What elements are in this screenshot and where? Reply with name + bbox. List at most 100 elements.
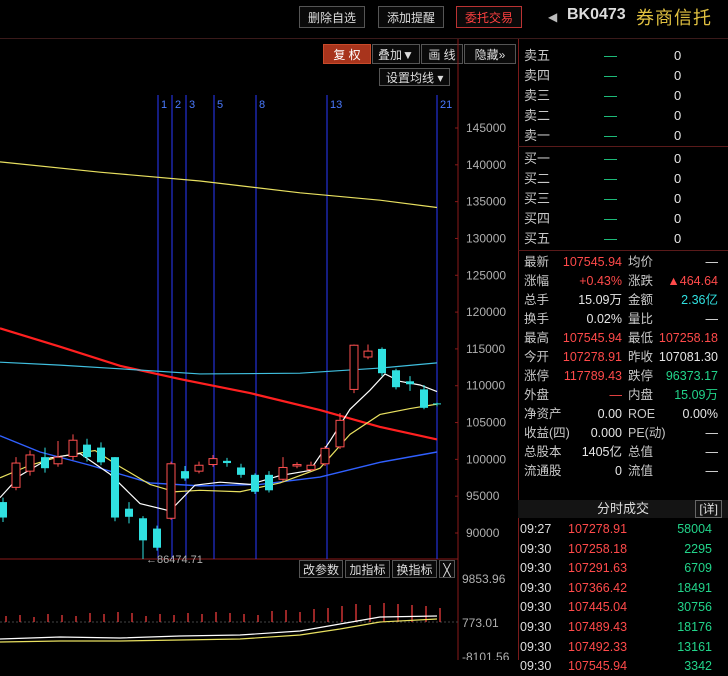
stat-value-roe: 0.00%: [682, 407, 718, 421]
close-indicator-icon[interactable]: ╳: [439, 560, 455, 578]
candle-body-up: [278, 466, 288, 480]
add-alert-button[interactable]: 添加提醒: [378, 6, 445, 28]
stat-value-high: 107545.94: [562, 331, 622, 345]
trades-title: 分时成交: [596, 501, 649, 516]
trades-detail-button[interactable]: [详]: [695, 500, 722, 518]
bid-label: 买四: [524, 211, 551, 226]
candle-body-up: [349, 344, 359, 390]
bid-label: 买五: [524, 231, 551, 246]
trade-row: 09:30 107258.18 2295: [518, 539, 728, 559]
trade-price: 107545.94: [568, 659, 628, 674]
bid-price: —: [604, 151, 617, 166]
trade-row: 09:30 107489.43 18176: [518, 617, 728, 637]
add-indicator-button[interactable]: 加指标: [345, 560, 390, 578]
y-tick-label: 120000: [466, 305, 506, 319]
trade-price: 107278.91: [568, 522, 628, 536]
stat-value-ratio: —: [705, 312, 719, 326]
candle-body-up: [292, 464, 302, 467]
time-marker-label: 1: [161, 99, 167, 111]
security-name: 券商信托: [636, 8, 712, 28]
bid-volume: 0: [674, 151, 682, 166]
bid-volume: 0: [674, 211, 682, 226]
time-marker-label: 8: [259, 99, 265, 111]
trade-price: 107258.18: [568, 541, 628, 556]
trade-volume: 18491: [677, 580, 712, 595]
ma-settings-dropdown[interactable]: 设置均线 ▾: [379, 68, 450, 86]
stat-value-turn: 0.02%: [586, 312, 622, 326]
hide-button[interactable]: 隐藏»: [464, 44, 516, 64]
bid-volume: 0: [674, 191, 682, 206]
candle-body-up: [208, 458, 218, 466]
candle-body-up: [320, 447, 330, 465]
bid-volume: 0: [674, 171, 682, 186]
time-marker-label: 5: [217, 99, 223, 111]
trade-price: 107492.33: [568, 639, 628, 654]
draw-line-button[interactable]: 画 线: [421, 44, 463, 64]
trade-button[interactable]: 委托交易: [456, 6, 523, 28]
ask-volume: 0: [674, 88, 682, 103]
change-params-button[interactable]: 改参数: [299, 560, 343, 578]
overlay-button[interactable]: 叠加▼: [372, 44, 420, 64]
candle-body-down: [237, 467, 245, 475]
fuquan-button[interactable]: 复 权: [323, 44, 371, 64]
candle-body-down: [153, 528, 161, 548]
stat-value-nav: 0.00: [597, 407, 622, 421]
trade-price: 107366.42: [568, 580, 628, 595]
remove-watchlist-button[interactable]: 删除自选: [299, 6, 366, 28]
stat-value-fv: —: [705, 464, 719, 478]
ask-volume: 0: [674, 68, 682, 83]
candle-body-down: [378, 348, 386, 374]
candle-body-down: [406, 381, 414, 385]
stat-value-outer: —: [609, 388, 623, 402]
candle-body-up: [306, 464, 316, 471]
stat-value-open: 107278.91: [562, 350, 622, 364]
y-tick-label: 115000: [466, 342, 505, 356]
stat-label-fv: 流值: [628, 464, 654, 478]
ask-label: 卖三: [524, 88, 551, 103]
stat-label-limup: 涨停: [524, 369, 550, 383]
bid-label: 买三: [524, 191, 551, 206]
candle-body-up: [25, 454, 35, 472]
candle-body-down: [251, 474, 259, 492]
trade-row: 09:30 107366.42 18491: [518, 578, 728, 598]
security-code: BK0473: [567, 6, 626, 23]
ask-label: 卖一: [524, 128, 551, 143]
bid-price: —: [604, 191, 617, 206]
ask-price: —: [604, 68, 617, 83]
swap-indicator-button[interactable]: 换指标: [392, 560, 437, 578]
candle-body-down: [265, 474, 273, 491]
candle-body-down: [0, 502, 7, 518]
sub-line-yellow: [0, 618, 438, 643]
ask-label: 卖五: [524, 48, 551, 63]
trade-volume: 13161: [677, 639, 712, 654]
bid-price: —: [604, 211, 617, 226]
low-price-annotation: ←86474.71: [146, 554, 203, 566]
trade-row: 09:30 107545.94 3342: [518, 656, 728, 676]
ask-volume: 0: [674, 128, 682, 143]
candle-body-down: [111, 457, 119, 518]
candle-body-up: [166, 463, 176, 519]
trade-time: 09:30: [520, 561, 552, 576]
ma-line-short: [0, 403, 438, 493]
ma-line-blue: [0, 435, 438, 487]
candle-body-down: [223, 460, 231, 464]
quote-panel: [518, 39, 728, 660]
trade-price: 107445.04: [568, 600, 628, 615]
time-marker-label: 2: [175, 99, 181, 111]
candle-body-up: [53, 456, 63, 465]
kline-chart[interactable]: 145000 140000 135000 130000 125000 120000 1150…: [0, 39, 516, 660]
trade-time: 09:30: [520, 541, 552, 556]
stat-label-ratio: 量比: [628, 312, 654, 326]
stat-label-mv: 总值: [628, 445, 654, 459]
stat-label-pe: PE(动): [628, 426, 666, 440]
trade-row: 09:27 107278.91 58004: [518, 519, 728, 539]
sub-y-tick-label: 773.01: [462, 616, 499, 630]
trade-volume: 3342: [684, 659, 712, 674]
ask-price: —: [604, 88, 617, 103]
stat-value-chg_pct: +0.43%: [579, 274, 622, 288]
prev-arrow-icon[interactable]: ◀: [548, 10, 558, 24]
stat-label-chg: 涨跌: [628, 274, 654, 288]
stat-value-amt: 2.36亿: [681, 293, 718, 307]
y-tick-label: 125000: [466, 268, 506, 282]
time-marker-label: 13: [330, 99, 342, 111]
